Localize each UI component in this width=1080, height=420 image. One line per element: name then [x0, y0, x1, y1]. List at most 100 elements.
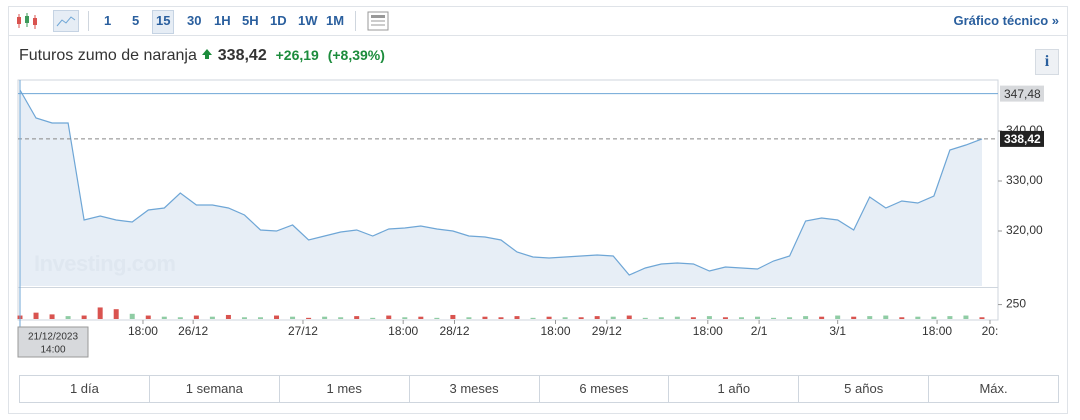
price: 338,42	[217, 47, 267, 64]
volume-bar	[257, 317, 263, 319]
cursor-box	[17, 326, 89, 358]
y-tick-label: 330,00	[1006, 173, 1043, 187]
volume-bar	[145, 315, 151, 319]
technical-chart-link[interactable]: Gráfico técnico »	[953, 13, 1059, 28]
volume-bar	[450, 314, 456, 319]
price-line	[19, 89, 983, 276]
volume-bar	[803, 316, 809, 319]
range-button[interactable]: 1 mes	[278, 376, 409, 402]
volume-bar	[722, 317, 728, 319]
volume-bar	[594, 316, 600, 319]
volume-bar	[65, 316, 71, 319]
separator	[88, 11, 89, 31]
price-marker-box	[1000, 85, 1044, 102]
volume-bar	[161, 316, 167, 319]
volume-bar	[177, 317, 183, 319]
divider	[9, 35, 1067, 36]
volume-bar	[979, 317, 985, 319]
volume-bar	[466, 317, 472, 319]
volume-bar	[642, 317, 648, 319]
x-tick-label: 18:00	[922, 324, 952, 338]
x-tick-label: 27/12	[288, 324, 318, 338]
volume-bar	[706, 316, 712, 319]
volume-bar	[338, 317, 344, 319]
range-button[interactable]: Máx.	[928, 376, 1058, 402]
volume-bar	[209, 316, 215, 319]
volume-bar	[225, 314, 231, 319]
x-tick-label: 18:00	[128, 324, 158, 338]
volume-bar	[274, 315, 280, 319]
volume-bar	[658, 317, 664, 319]
x-tick-label: 2/1	[751, 324, 768, 338]
volume-bar	[129, 313, 135, 319]
volume-bar	[562, 317, 568, 319]
volume-bar	[33, 312, 39, 319]
volume-bar	[241, 317, 247, 319]
volume-bar	[113, 309, 119, 319]
volume-bar	[306, 317, 312, 319]
table-icon[interactable]	[367, 11, 389, 31]
volume-bar	[947, 316, 953, 319]
volume-bar	[738, 317, 744, 319]
interval-button[interactable]: 1W	[298, 13, 318, 28]
volume-bar	[626, 315, 632, 319]
volume-bar	[402, 317, 408, 319]
interval-button[interactable]: 5H	[242, 13, 259, 28]
area-icon[interactable]	[53, 10, 79, 32]
volume-bar	[819, 316, 825, 319]
volume-bar	[49, 314, 55, 319]
volume-bar	[482, 316, 488, 319]
widget: 1 5 15 30 1H 5H 1D 1W 1M Gráfico técnico » Futur…	[8, 6, 1068, 414]
info-button[interactable]: i	[1035, 49, 1059, 75]
range-button[interactable]: 5 años	[798, 376, 928, 402]
volume-bar	[546, 316, 552, 319]
volume-bar	[354, 316, 360, 319]
up-arrow	[202, 49, 213, 59]
area-icon-glyph	[56, 16, 76, 27]
interval-button[interactable]: 1	[104, 13, 112, 28]
change-pct: (+8,39%)	[327, 47, 385, 63]
plot-frame	[17, 79, 999, 321]
volume-bar	[386, 315, 392, 319]
interval-button[interactable]: 1H	[214, 13, 231, 28]
volume-bar	[193, 315, 199, 319]
price-marker-box	[1000, 130, 1044, 147]
interval-button[interactable]: 1D	[270, 13, 287, 28]
volume-bar	[578, 317, 584, 319]
volume-bar	[97, 307, 103, 319]
volume-bar	[434, 317, 440, 319]
interval-button[interactable]: 1M	[326, 13, 345, 28]
volume-bar	[498, 317, 504, 319]
volume-bar	[418, 316, 424, 319]
volume-bar	[674, 316, 680, 319]
cursor-date: 21/12/2023	[28, 332, 78, 343]
x-tick-label: 28/12	[439, 324, 469, 338]
volume-bar	[81, 315, 87, 319]
range-button[interactable]: 6 meses	[538, 376, 669, 402]
interval-button[interactable]: 15	[152, 10, 175, 34]
volume-bar	[771, 317, 777, 319]
range-button[interactable]: 1 semana	[148, 376, 279, 402]
x-tick-label: 3/1	[829, 324, 846, 338]
candlestick-icon[interactable]	[15, 12, 39, 30]
range-button[interactable]: 3 meses	[408, 376, 539, 402]
volume-bar	[867, 316, 873, 319]
interval-button[interactable]: 5	[132, 13, 140, 28]
volume-bar	[370, 317, 376, 319]
volume-bar	[610, 316, 616, 319]
change: +26,19	[275, 47, 319, 63]
volume-bar	[883, 315, 889, 319]
price-marker-label: 338,42	[1004, 132, 1041, 146]
volume-bar	[755, 316, 761, 319]
range-button[interactable]: 1 día	[69, 381, 99, 396]
x-tick-label: 20:	[982, 324, 999, 338]
volume-bar	[690, 317, 696, 319]
range-button[interactable]: 1 año	[668, 376, 798, 402]
volume-bar	[530, 317, 536, 319]
x-tick-label: 26/12	[178, 324, 208, 338]
x-tick-label: 18:00	[540, 324, 570, 338]
interval-button[interactable]: 30	[187, 13, 202, 28]
quote-header: Futuros zumo de naranja 338,42 +26,19 (+…	[19, 47, 385, 65]
y-tick-label: 320,00	[1006, 223, 1043, 237]
